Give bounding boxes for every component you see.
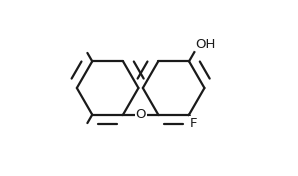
Text: F: F bbox=[190, 117, 198, 130]
Text: O: O bbox=[135, 108, 146, 121]
Text: OH: OH bbox=[195, 38, 215, 51]
